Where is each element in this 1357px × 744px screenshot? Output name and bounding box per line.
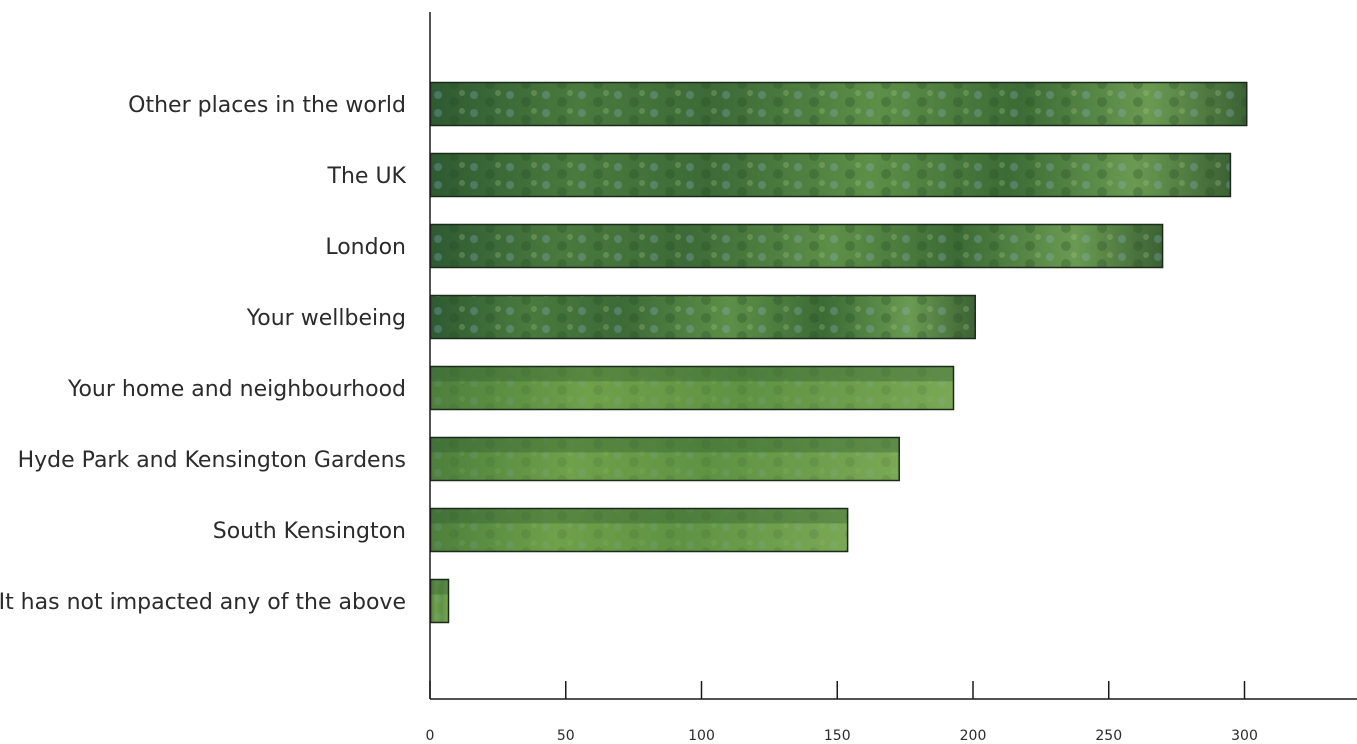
category-labels: Other places in the world The UK London You…: [0, 93, 407, 615]
bar-shade: [430, 579, 450, 595]
bar: [429, 436, 900, 482]
bar-texture: [430, 224, 1164, 268]
x-ticks: 0 50 100 150 200 250 300: [426, 681, 1258, 744]
bar-texture: [430, 579, 450, 623]
bar-texture: [430, 153, 1231, 197]
category-label: Your wellbeing: [246, 306, 406, 331]
bar: [429, 81, 1248, 127]
category-label: The UK: [327, 164, 407, 189]
bar: [429, 578, 450, 624]
category-label: London: [325, 235, 406, 260]
x-tick-label: 0: [426, 728, 435, 744]
bar: [429, 365, 955, 411]
category-label: It has not impacted any of the above: [0, 590, 406, 615]
bar-shade: [430, 366, 954, 382]
bar-shade: [430, 437, 900, 453]
bars-group: [429, 81, 1248, 624]
x-tick-label: 300: [1231, 728, 1258, 744]
bar-texture: [430, 366, 954, 410]
bar: [429, 152, 1232, 198]
bar-shade: [430, 508, 849, 524]
category-label: Hyde Park and Kensington Gardens: [18, 448, 406, 473]
bar: [429, 507, 849, 553]
bar-texture: [430, 508, 849, 552]
bar-texture: [430, 437, 900, 481]
bar-texture: [430, 295, 976, 339]
x-tick-label: 100: [688, 728, 715, 744]
category-label: Your home and neighbourhood: [67, 377, 406, 402]
axes-group: [429, 12, 1357, 700]
bar-texture: [430, 82, 1248, 126]
bar: [429, 223, 1164, 269]
x-tick-label: 200: [960, 728, 987, 744]
bar: [429, 294, 976, 340]
category-label: Other places in the world: [128, 93, 406, 118]
category-label: South Kensington: [213, 519, 406, 544]
x-tick-label: 250: [1095, 728, 1122, 744]
x-tick-label: 50: [557, 728, 575, 744]
x-tick-label: 150: [824, 728, 851, 744]
